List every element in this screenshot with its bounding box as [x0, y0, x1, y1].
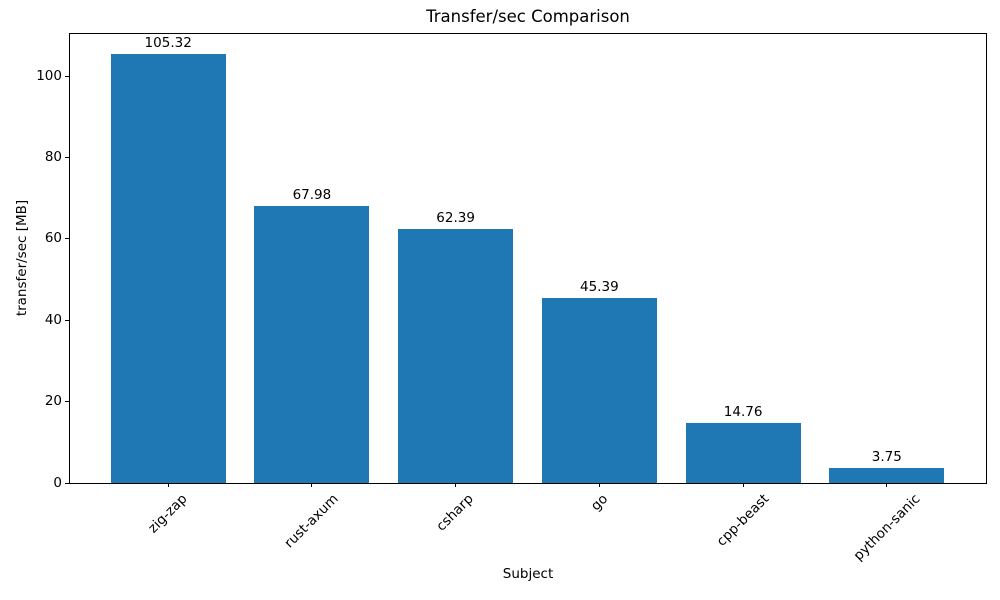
bar: [685, 422, 801, 483]
y-axis-label: transfer/sec [MB]: [14, 199, 30, 317]
x-tick-label: go: [587, 491, 612, 515]
y-tick-mark: [65, 482, 69, 484]
bar-value-label: 3.75: [871, 448, 902, 465]
x-tick-label: rust-axum: [281, 491, 342, 552]
x-axis-label: Subject: [502, 566, 554, 582]
y-tick-label: 0: [53, 474, 62, 491]
x-tick-mark: [886, 483, 888, 487]
bar-value-label: 62.39: [436, 210, 475, 227]
bar: [254, 206, 370, 483]
chart-title: Transfer/sec Comparison: [426, 7, 630, 26]
y-tick-mark: [65, 238, 69, 240]
x-tick-label: python-sanic: [850, 491, 924, 564]
y-tick-mark: [65, 401, 69, 403]
x-tick-mark: [167, 483, 169, 487]
x-tick-mark: [311, 483, 313, 487]
x-tick-mark: [742, 483, 744, 487]
bar-value-label: 67.98: [292, 187, 332, 204]
bar: [398, 229, 514, 483]
y-tick-label: 100: [36, 67, 62, 84]
x-tick-label: cpp-beast: [713, 491, 773, 550]
bar: [541, 298, 657, 483]
y-tick-label: 60: [44, 230, 62, 247]
x-tick-label: zig-zap: [145, 491, 191, 537]
y-tick-label: 80: [44, 149, 62, 165]
y-tick-mark: [65, 75, 69, 77]
y-tick-mark: [65, 319, 69, 321]
y-tick-label: 20: [44, 393, 62, 410]
x-tick-mark: [455, 483, 457, 487]
y-tick-mark: [65, 157, 69, 158]
bar-value-label: 105.32: [144, 35, 192, 52]
bar-value-label: 45.39: [580, 279, 619, 296]
y-tick-label: 40: [44, 311, 62, 328]
x-tick-mark: [598, 483, 600, 487]
x-tick-label: csharp: [433, 491, 478, 535]
bar: [110, 54, 226, 483]
bar-value-label: 14.76: [723, 403, 763, 420]
bar: [829, 467, 945, 483]
